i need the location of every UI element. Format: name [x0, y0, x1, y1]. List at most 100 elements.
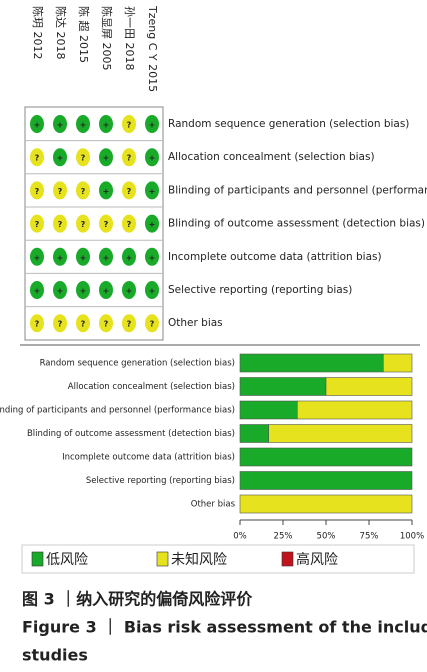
judgment-symbol: +: [34, 121, 41, 130]
judgment-dot: [30, 314, 44, 333]
bar-segment: [239, 353, 384, 373]
judgment-dot: [53, 148, 67, 167]
judgment-dot: [53, 214, 67, 233]
judgment-dot: [99, 181, 113, 200]
judgment-dot: [99, 214, 113, 233]
judgment-dot: [145, 214, 159, 233]
judgment-dot: [122, 281, 136, 299]
judgment-symbol: +: [103, 121, 110, 130]
judgment-symbol: ?: [58, 320, 63, 329]
judgment-symbol: +: [149, 187, 156, 196]
judgment-symbol: +: [103, 253, 110, 262]
judgment-symbol: ?: [81, 220, 86, 229]
judgment-symbol: ?: [81, 154, 86, 163]
bar-segment: [296, 400, 413, 420]
legend-label: 高风险: [296, 551, 338, 568]
judgment-dot: [53, 247, 67, 266]
judgment-dot: [99, 115, 113, 133]
judgment-symbol: +: [80, 253, 87, 262]
legend-frame: [21, 544, 415, 574]
judgment-symbol: ?: [127, 154, 132, 163]
bar-segment: [382, 353, 413, 373]
judgment-dot: [145, 281, 159, 299]
judgment-symbol: ?: [35, 320, 40, 329]
study-label: 陈显屏 2005: [100, 6, 114, 71]
category-label: Other bias: [191, 500, 236, 510]
judgment-symbol: +: [126, 253, 133, 262]
judgment-symbol: +: [57, 253, 64, 262]
judgment-dot: [53, 314, 67, 333]
x-tick-label: 75%: [360, 532, 379, 542]
judgment-dot: [76, 115, 90, 133]
judgment-dot: [122, 148, 136, 167]
judgment-symbol: +: [103, 154, 110, 163]
bar-segment: [239, 447, 413, 467]
judgment-dot: [30, 281, 44, 299]
legend-swatch: [156, 551, 169, 567]
judgment-dot: [76, 181, 90, 200]
judgment-symbol: +: [57, 154, 64, 163]
bar-segment: [239, 494, 413, 514]
judgment-dot: [99, 314, 113, 333]
row-label: Incomplete outcome data (attrition bias): [168, 251, 382, 263]
legend-swatch: [281, 551, 294, 567]
bar-segment: [268, 424, 413, 443]
judgment-symbol: +: [149, 154, 156, 163]
judgment-dot: [76, 148, 90, 167]
x-tick-label: 50%: [317, 532, 336, 542]
judgment-symbol: ?: [104, 220, 109, 229]
judgment-dot: [122, 247, 136, 266]
row-label: Blinding of outcome assessment (detectio…: [168, 218, 425, 230]
judgment-symbol: +: [149, 287, 156, 296]
judgment-dot: [122, 214, 136, 233]
judgment-dot: [99, 247, 113, 266]
judgment-dot: [145, 314, 159, 333]
judgment-dot: [76, 214, 90, 233]
judgment-symbol: ?: [150, 320, 155, 329]
judgment-dot: [30, 115, 44, 133]
judgment-symbol: +: [34, 253, 41, 262]
judgment-dot: [30, 247, 44, 266]
judgment-dot: [53, 181, 67, 200]
x-tick-label: 0%: [233, 532, 247, 542]
row-label: Random sequence generation (selection bi…: [168, 118, 409, 130]
bar-segment: [325, 377, 413, 396]
judgment-symbol: +: [57, 121, 64, 130]
judgment-symbol: ?: [81, 187, 86, 196]
judgment-symbol: +: [149, 253, 156, 262]
judgment-dot: [53, 281, 67, 299]
judgment-symbol: +: [80, 121, 87, 130]
row-label: Other bias: [168, 317, 223, 329]
caption-en: Figure 3 ｜ Bias risk assessment of the i…: [22, 618, 427, 637]
judgment-symbol: +: [149, 121, 156, 130]
judgment-symbol: +: [34, 287, 41, 296]
judgment-dot: [76, 314, 90, 333]
judgment-dot: [122, 115, 136, 133]
category-label: Selective reporting (reporting bias): [86, 476, 235, 486]
row-label: Selective reporting (reporting bias): [168, 284, 352, 296]
caption-en: studies: [22, 646, 88, 665]
judgment-symbol: ?: [81, 320, 86, 329]
study-label: Tzeng C Y 2015: [146, 5, 159, 92]
row-label: Allocation concealment (selection bias): [168, 151, 375, 163]
category-label: Blinding of outcome assessment (detectio…: [27, 429, 235, 439]
judgment-dot: [76, 281, 90, 299]
judgment-symbol: +: [149, 220, 156, 229]
judgment-dot: [145, 247, 159, 266]
study-label: 孙一田 2018: [123, 6, 136, 71]
summary-frame: [24, 106, 164, 341]
judgment-dot: [76, 247, 90, 266]
bar-segment: [239, 377, 327, 396]
judgment-dot: [145, 181, 159, 200]
bar-segment: [239, 400, 298, 420]
category-label: Allocation concealment (selection bias): [68, 382, 235, 392]
judgment-dot: [53, 115, 67, 133]
judgment-dot: [122, 181, 136, 200]
category-label: Blinding of participants and personnel (…: [0, 406, 235, 416]
x-tick-label: 25%: [274, 532, 293, 542]
judgment-dot: [122, 314, 136, 333]
caption-cn: 图 3 ｜纳入研究的偏倚风险评价: [22, 590, 253, 609]
judgment-symbol: +: [103, 287, 110, 296]
judgment-dot: [99, 281, 113, 299]
